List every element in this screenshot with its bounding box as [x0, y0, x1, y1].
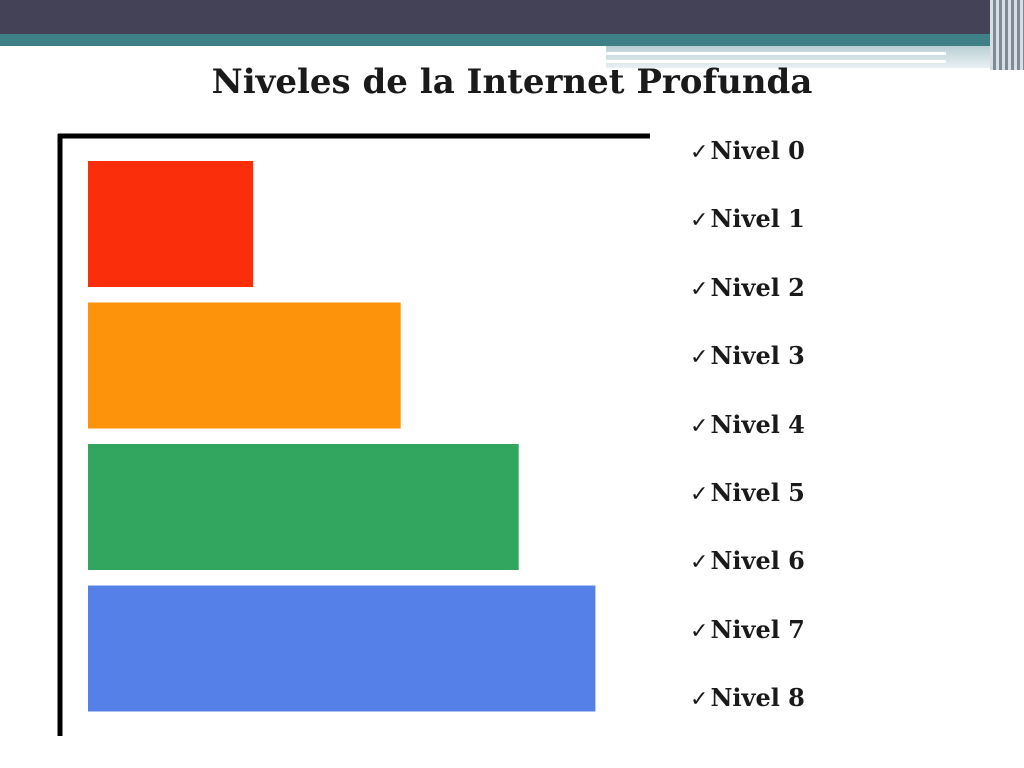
check-mark-icon: ✓	[690, 687, 709, 713]
levels-list: ✓Nivel 0 ✓Nivel 1 ✓Nivel 2 ✓Nivel 3 ✓Nivel 4…	[690, 136, 805, 752]
level-label: Nivel 7	[710, 614, 805, 644]
check-mark-icon: ✓	[690, 618, 709, 644]
level-item: ✓Nivel 0	[690, 136, 805, 204]
check-mark-icon: ✓	[690, 276, 709, 302]
level-item: ✓Nivel 3	[690, 341, 805, 409]
bar-4	[88, 585, 596, 712]
level-label: Nivel 3	[710, 341, 805, 371]
check-mark-icon: ✓	[690, 413, 709, 439]
level-item: ✓Nivel 2	[690, 273, 805, 341]
slide-title: Niveles de la Internet Profunda	[211, 62, 813, 102]
bar-3	[88, 444, 519, 570]
level-item: ✓Nivel 6	[690, 546, 805, 614]
header-band-line	[606, 52, 946, 55]
level-label: Nivel 0	[710, 136, 805, 165]
chart-bars	[88, 161, 596, 712]
level-item: ✓Nivel 4	[690, 410, 805, 478]
level-label: Nivel 1	[710, 204, 805, 234]
check-mark-icon: ✓	[690, 481, 709, 507]
level-item: ✓Nivel 1	[690, 204, 805, 272]
bar-1	[88, 161, 254, 287]
level-label: Nivel 5	[710, 477, 805, 507]
check-mark-icon: ✓	[690, 550, 709, 576]
bar-chart	[57, 133, 650, 736]
level-label: Nivel 8	[710, 683, 805, 713]
level-label: Nivel 6	[710, 546, 805, 576]
level-label: Nivel 2	[710, 272, 805, 302]
header-band-teal	[0, 34, 1024, 46]
check-mark-icon: ✓	[690, 140, 709, 165]
level-item: ✓Nivel 7	[690, 615, 805, 683]
level-item: ✓Nivel 8	[690, 683, 805, 751]
header-stripes	[990, 0, 1024, 70]
bar-2	[88, 302, 401, 429]
header-band-line	[606, 60, 946, 63]
level-label: Nivel 4	[710, 409, 805, 439]
header-band-dark	[0, 0, 1024, 34]
check-mark-icon: ✓	[690, 345, 709, 371]
check-mark-icon: ✓	[690, 208, 709, 234]
level-item: ✓Nivel 5	[690, 478, 805, 546]
